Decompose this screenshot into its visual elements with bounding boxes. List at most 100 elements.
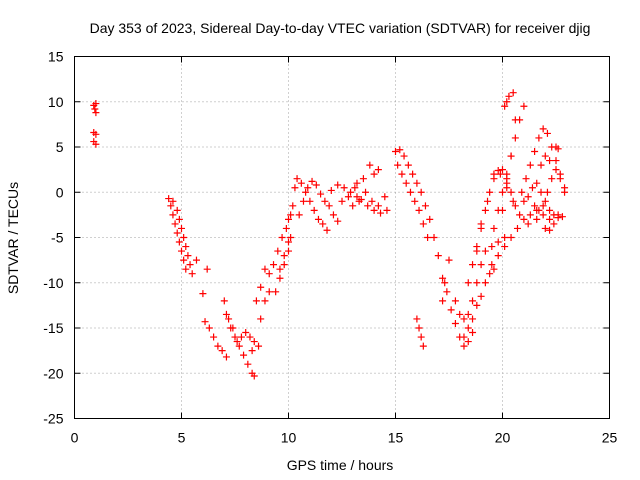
y-tick-label: 5 [56,139,64,155]
data-point [231,333,239,341]
data-point [282,224,290,232]
data-point [381,193,389,201]
data-point [235,342,243,350]
data-point [297,179,305,187]
data-point [167,202,175,210]
data-point [299,197,307,205]
data-point [280,252,288,260]
data-point [464,279,472,287]
data-point [518,188,526,196]
data-point [340,184,348,192]
y-tick-label: -25 [43,411,63,427]
data-point [374,202,382,210]
x-tick-labels: 0 5 10 15 20 25 [71,430,618,446]
data-point [539,202,547,210]
data-point [421,202,429,210]
data-point [205,324,213,332]
data-point [411,197,419,205]
data-point [548,175,556,183]
data-point [314,215,322,223]
data-point [392,148,399,156]
data-point [486,270,494,278]
data-point [499,188,506,196]
data-point [237,333,245,341]
data-point [178,247,185,255]
data-point [229,324,237,332]
data-point [537,161,545,169]
data-point [334,181,342,189]
data-point [240,351,248,359]
data-point [554,145,562,153]
data-point [257,315,265,323]
data-point [417,333,425,341]
data-point [481,206,489,214]
data-point [92,100,100,108]
data-point [244,360,252,368]
data-point [186,261,194,269]
data-point [233,338,241,346]
data-point [317,190,325,198]
data-point [501,243,509,251]
data-point [255,342,263,350]
data-point [175,215,183,223]
data-point [546,157,554,165]
data-point [552,157,560,165]
data-point [520,215,528,223]
data-point [509,197,517,205]
data-point [220,297,228,305]
data-point [533,215,541,223]
data-point [528,184,536,192]
data-point [494,252,502,260]
x-tick-label: 15 [388,430,404,446]
data-point [293,175,301,183]
data-point [404,161,412,169]
data-point [503,98,511,106]
data-point [222,310,230,318]
data-point [451,297,459,305]
data-point [558,213,566,221]
data-point [556,175,564,183]
data-point [524,193,532,201]
data-point [252,297,260,305]
data-point [285,215,292,223]
data-point [499,166,506,174]
data-point [214,342,222,350]
data-point [526,161,534,169]
x-tick-label: 5 [178,430,186,446]
x-tick-label: 0 [71,430,79,446]
data-point [469,329,477,337]
y-tick-label: 10 [48,94,64,110]
data-point [456,310,464,318]
data-point [182,265,190,273]
data-point [370,206,378,214]
data-point [261,297,269,305]
data-point [218,347,226,355]
data-point [554,211,562,219]
data-point [173,206,181,214]
data-point [184,252,192,260]
data-point [199,290,207,298]
data-point [278,234,286,241]
data-point [511,202,519,210]
data-point [477,261,485,269]
data-point [222,353,230,361]
data-point [368,197,376,205]
data-point [347,188,355,196]
data-point [443,288,451,296]
data-point [246,333,254,341]
data-point [550,220,558,228]
data-point [291,184,299,192]
data-point [460,315,468,323]
data-point [477,292,485,300]
data-point [370,170,378,178]
data-point [460,333,468,341]
x-axis-label: GPS time / hours [287,457,394,473]
data-point [503,170,511,178]
y-tick-label: -5 [51,230,64,246]
data-point [261,265,269,273]
data-point [541,224,549,232]
y-axis-label: SDTVAR / TECUs [5,182,21,294]
data-point [541,152,549,160]
data-point [419,342,427,350]
data-point [546,206,554,214]
